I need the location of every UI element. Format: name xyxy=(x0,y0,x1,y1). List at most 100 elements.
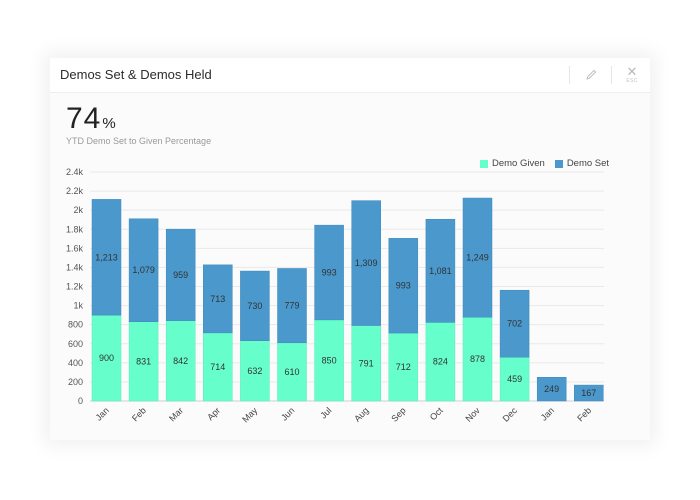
bar-value-label: 1,081 xyxy=(429,266,452,276)
bar-demo-set[interactable] xyxy=(91,199,122,316)
bar-value-label: 878 xyxy=(470,354,485,364)
legend-item-demo-given[interactable]: Demo Given xyxy=(480,158,545,169)
x-tick-label: Jun xyxy=(279,405,296,422)
y-tick-label: 600 xyxy=(68,339,83,349)
bar-demo-set[interactable] xyxy=(462,197,493,318)
pencil-icon xyxy=(586,69,597,80)
y-tick-label: 2.4k xyxy=(66,167,84,177)
bar-demo-set[interactable] xyxy=(314,224,344,321)
y-tick-label: 1.4k xyxy=(66,262,84,272)
kpi-unit: % xyxy=(102,115,117,132)
x-tick-label: Sep xyxy=(389,405,407,423)
x-tick-label: May xyxy=(240,405,259,424)
chart-card: Demos Set & Demos Held ✕ ESC 74% YTD Dem… xyxy=(50,58,650,440)
bar-value-label: 713 xyxy=(210,294,225,304)
bar-demo-set[interactable] xyxy=(499,289,530,358)
bar-demo-given[interactable] xyxy=(462,316,493,402)
bar-demo-given[interactable] xyxy=(165,320,196,402)
chart-legend: Demo Given Demo Set xyxy=(480,158,619,169)
bar-value-label: 831 xyxy=(136,356,151,366)
x-tick-label: Dec xyxy=(501,405,520,424)
bar-demo-set[interactable] xyxy=(277,268,307,344)
legend-swatch xyxy=(480,159,488,168)
x-tick-label: Jan xyxy=(539,405,556,422)
bar-value-label: 730 xyxy=(247,301,262,311)
bar-value-label: 167 xyxy=(581,388,596,398)
y-tick-label: 2k xyxy=(73,205,83,215)
legend-swatch xyxy=(554,159,563,168)
bar-value-label: 791 xyxy=(359,358,374,368)
bar-demo-given[interactable] xyxy=(128,321,159,402)
bar-value-label: 850 xyxy=(322,355,337,365)
x-tick-label: Feb xyxy=(130,405,148,423)
x-tick-label: Apr xyxy=(205,405,222,422)
x-tick-label: Jan xyxy=(94,405,111,422)
x-tick-label: Nov xyxy=(464,405,483,424)
y-tick-label: 800 xyxy=(68,320,83,330)
bar-value-label: 249 xyxy=(544,384,559,394)
bar-demo-given[interactable] xyxy=(277,342,307,402)
bar-demo-given[interactable] xyxy=(388,332,419,402)
bar-value-label: 779 xyxy=(284,301,299,311)
bar-demo-set[interactable] xyxy=(165,228,196,321)
card-title: Demos Set & Demos Held xyxy=(60,67,212,82)
x-tick-label: Feb xyxy=(575,405,593,423)
legend-item-demo-set[interactable]: Demo Set xyxy=(554,158,610,169)
bar-demo-given[interactable] xyxy=(351,325,381,402)
bar-demo-set[interactable] xyxy=(203,264,233,334)
bar-value-label: 993 xyxy=(396,281,411,291)
bar-demo-given[interactable] xyxy=(240,340,270,402)
bar-value-label: 712 xyxy=(396,362,411,372)
y-tick-label: 0 xyxy=(78,396,83,406)
close-icon: ✕ xyxy=(626,64,638,79)
bar-demo-set[interactable] xyxy=(388,238,419,334)
y-tick-label: 1.2k xyxy=(66,282,84,292)
bar-value-label: 900 xyxy=(99,353,114,363)
bar-demo-set[interactable] xyxy=(128,218,159,322)
bar-demo-set[interactable] xyxy=(574,384,604,402)
bar-value-label: 1,079 xyxy=(132,265,155,275)
bar-value-label: 632 xyxy=(247,366,262,376)
bar-demo-given[interactable] xyxy=(203,332,233,402)
header-divider xyxy=(569,66,570,84)
bar-value-label: 459 xyxy=(507,374,522,384)
y-tick-label: 2.2k xyxy=(66,186,84,196)
kpi-value: 74% xyxy=(66,102,117,136)
bar-demo-set[interactable] xyxy=(351,200,381,326)
y-tick-label: 1k xyxy=(73,301,83,311)
y-tick-label: 1.8k xyxy=(66,224,84,234)
bar-demo-set[interactable] xyxy=(536,376,567,402)
stacked-bar-chart: 0 200 400 600 800 1k 1.2k 1.4k 1.6k 1.8k 2k 2.2k 2.4… xyxy=(66,167,604,424)
bar-demo-set[interactable] xyxy=(425,218,456,323)
bar-demo-given[interactable] xyxy=(314,319,344,402)
bar-value-label: 1,249 xyxy=(466,253,489,263)
bar-demo-set[interactable] xyxy=(240,270,270,341)
x-tick-label: Mar xyxy=(167,405,185,423)
kpi-number: 74 xyxy=(66,102,102,135)
kpi-label: YTD Demo Set to Given Percentage xyxy=(66,136,212,146)
x-tick-label: Oct xyxy=(428,405,445,422)
y-tick-label: 200 xyxy=(68,377,83,387)
x-tick-label: Jul xyxy=(318,405,333,420)
y-tick-label: 1.6k xyxy=(66,243,84,253)
bar-value-label: 959 xyxy=(173,270,188,280)
card-header: Demos Set & Demos Held ✕ ESC xyxy=(50,58,650,93)
close-button[interactable]: ✕ ESC xyxy=(623,64,641,90)
bar-value-label: 610 xyxy=(284,367,299,377)
bar-value-label: 1,213 xyxy=(95,252,118,262)
y-tick-label: 400 xyxy=(68,358,83,368)
bar-value-label: 842 xyxy=(173,356,188,366)
bar-value-label: 1,309 xyxy=(355,258,378,268)
bar-demo-given[interactable] xyxy=(425,322,456,402)
bar-value-label: 714 xyxy=(210,362,225,372)
header-divider xyxy=(611,66,612,84)
bar-value-label: 824 xyxy=(433,357,448,367)
legend-label: Demo Set xyxy=(566,158,610,169)
edit-button[interactable] xyxy=(581,65,601,85)
bar-demo-given[interactable] xyxy=(499,356,530,402)
bar-value-label: 702 xyxy=(507,319,522,329)
legend-label: Demo Given xyxy=(492,158,545,169)
x-tick-label: Aug xyxy=(352,405,370,423)
bar-value-label: 993 xyxy=(322,268,337,278)
esc-hint: ESC xyxy=(626,78,638,84)
